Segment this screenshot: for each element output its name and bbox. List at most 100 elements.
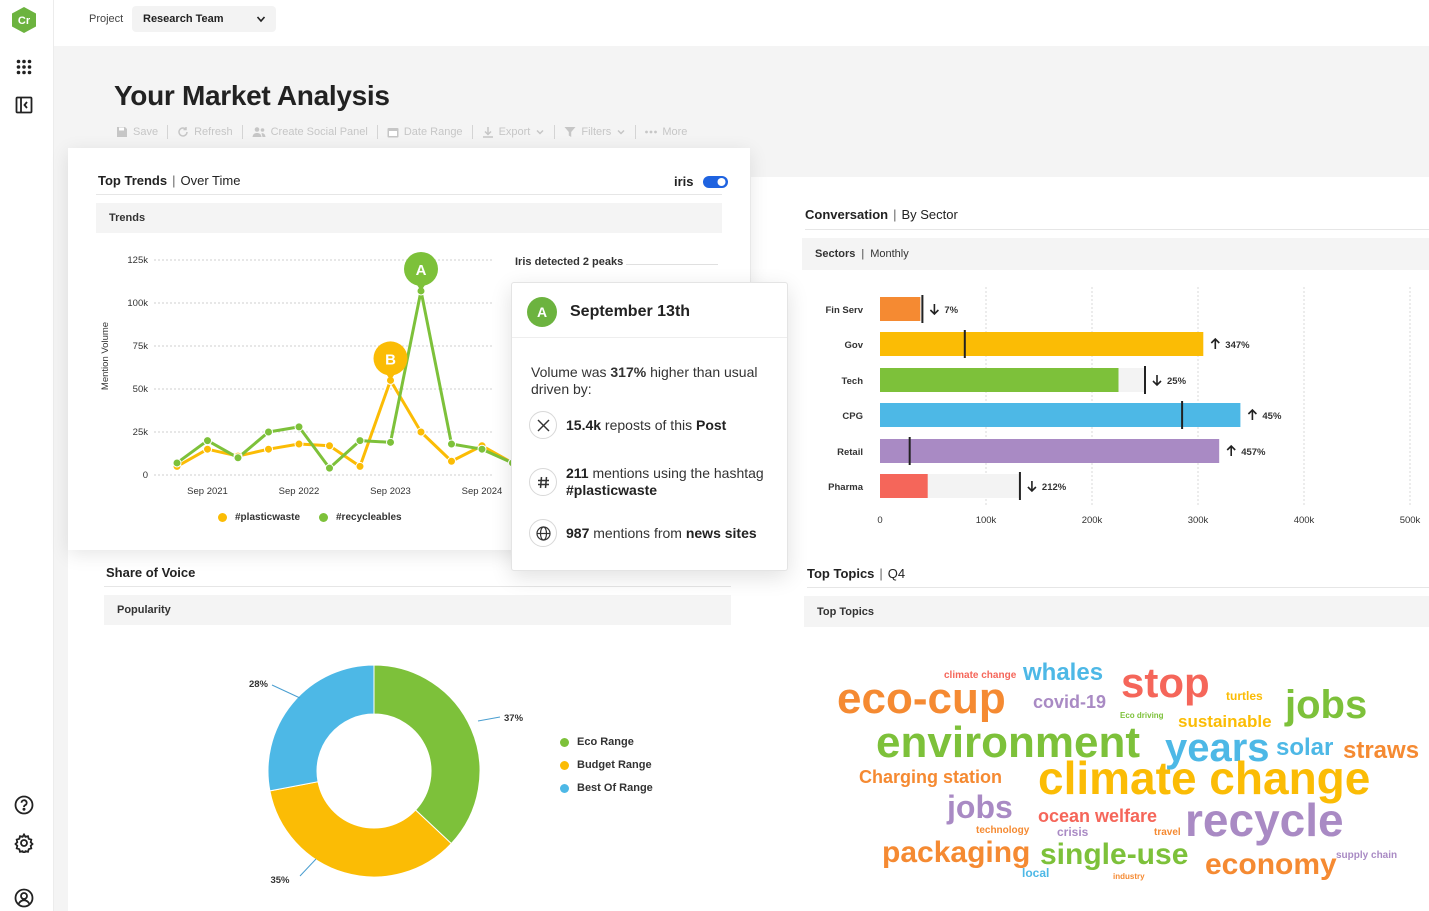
collapse-panel-icon[interactable] <box>13 94 35 116</box>
peak-detail-popup: A September 13th Volume was 317% higher … <box>511 282 788 571</box>
chevron-down-icon <box>617 129 625 135</box>
peak-badge: A <box>527 297 557 327</box>
date-range-button[interactable]: Date Range <box>378 126 472 138</box>
filters-label: Filters <box>581 126 612 138</box>
peak-summary: Volume was 317% higher than usual driven… <box>531 364 771 398</box>
word-cloud-term[interactable]: Charging station <box>859 767 1002 787</box>
sector-card-title: Conversation | By Sector <box>805 207 958 222</box>
legend-plasticwaste[interactable]: #plasticwaste <box>218 512 300 523</box>
word-cloud-term[interactable]: whales <box>1023 659 1104 686</box>
word-cloud-term[interactable]: covid-19 <box>1033 692 1107 712</box>
legend-label: #recycleables <box>336 512 402 523</box>
word-cloud-term[interactable]: crisis <box>1057 825 1089 839</box>
toolbar: Save Refresh Create Social Panel Date Ra… <box>116 125 696 139</box>
project-select[interactable]: Research Team <box>132 6 276 32</box>
word-cloud-term[interactable]: years <box>1165 726 1270 770</box>
refresh-label: Refresh <box>194 126 233 138</box>
peak-label: A <box>416 262 427 279</box>
word-cloud-term[interactable]: turtles <box>1226 689 1263 703</box>
word-cloud-term[interactable]: environment <box>876 718 1141 767</box>
legend-best-of-range[interactable]: Best Of Range <box>560 782 653 794</box>
peaks-note: Iris detected 2 peaks <box>515 256 624 268</box>
word-cloud-term[interactable]: packaging <box>882 836 1031 869</box>
y-tick-label: 125k <box>127 255 148 266</box>
word-cloud-term[interactable]: Eco driving <box>1120 711 1164 720</box>
legend-dot <box>560 783 569 793</box>
word-cloud-term[interactable]: technology <box>976 825 1030 836</box>
change-label: 45% <box>1262 411 1282 422</box>
change-label: 25% <box>1167 376 1187 387</box>
hashtag-driver[interactable]: 211 mentions using the hashtag #plasticw… <box>529 465 784 499</box>
export-button[interactable]: Export <box>473 126 555 138</box>
sector-card-title-main: Conversation <box>805 207 889 222</box>
word-cloud-term[interactable]: climate change <box>1038 752 1371 804</box>
more-dots-icon <box>645 130 658 134</box>
legend-label: Best Of Range <box>577 782 653 794</box>
iris-toggle[interactable]: iris <box>674 174 728 189</box>
word-cloud-term[interactable]: climate change <box>944 670 1017 681</box>
word-cloud-term[interactable]: jobs <box>1285 683 1368 727</box>
sov-card-title: Share of Voice <box>106 565 195 580</box>
create-social-panel-button[interactable]: Create Social Panel <box>243 126 377 138</box>
word-cloud-term[interactable]: recycle <box>1185 794 1344 846</box>
data-point <box>264 444 273 454</box>
category-label: CPG <box>842 411 863 422</box>
x-tick-label: Sep 2024 <box>462 486 503 497</box>
data-point <box>325 441 334 451</box>
top-topics-card: Top Topics | Q4 Top Topics climate change w… <box>751 559 1429 911</box>
data-point <box>233 453 243 463</box>
word-cloud-term[interactable]: supply chain <box>1336 850 1398 861</box>
data-point <box>325 463 334 473</box>
label-leader-line <box>271 684 301 699</box>
settings-gear-icon[interactable] <box>13 832 35 854</box>
more-button[interactable]: More <box>636 126 696 138</box>
refresh-button[interactable]: Refresh <box>168 126 242 138</box>
sectors-subheader: Sectors | Monthly <box>802 238 1429 270</box>
word-cloud-term[interactable]: local <box>1022 866 1050 880</box>
project-label: Project <box>89 13 124 25</box>
y-tick-label: 75k <box>133 341 149 352</box>
word-cloud-term[interactable]: single-use <box>1040 838 1189 871</box>
more-label: More <box>662 126 688 138</box>
word-cloud-term[interactable]: stop <box>1121 659 1210 706</box>
peak-summary-value: 317% <box>610 364 647 380</box>
save-button[interactable]: Save <box>116 126 167 138</box>
word-cloud-term[interactable]: eco-cup <box>837 674 1006 723</box>
export-label: Export <box>498 126 531 138</box>
save-label: Save <box>133 126 159 138</box>
data-point <box>355 436 365 446</box>
data-point <box>447 456 456 466</box>
data-point <box>447 439 456 449</box>
word-cloud-term[interactable]: jobs <box>947 789 1013 825</box>
word-cloud-term[interactable]: straws <box>1343 737 1420 764</box>
help-icon[interactable] <box>13 794 35 816</box>
word-cloud-term[interactable]: solar <box>1276 734 1334 761</box>
word-cloud-term[interactable]: ocean welfare <box>1038 806 1158 826</box>
user-account-icon[interactable] <box>13 887 35 909</box>
toggle-switch[interactable] <box>702 175 728 188</box>
bar-value <box>880 403 1241 427</box>
word-cloud-term[interactable]: sustainable <box>1178 712 1272 731</box>
apps-grid-icon[interactable] <box>13 56 35 78</box>
x-tick-label: 500k <box>1400 515 1421 526</box>
arrow-up-icon <box>1226 444 1236 456</box>
hashtag-icon <box>529 468 557 496</box>
legend-recycleables[interactable]: #recycleables <box>319 512 402 523</box>
word-cloud-term[interactable]: industry <box>1113 872 1145 881</box>
slice-label: 35% <box>270 875 290 886</box>
globe-icon <box>529 519 557 547</box>
y-tick-label: 100k <box>127 298 148 309</box>
bar-value <box>880 474 928 498</box>
change-label: 7% <box>944 305 958 316</box>
legend-budget-range[interactable]: Budget Range <box>560 759 652 771</box>
word-cloud-term[interactable]: travel <box>1154 827 1181 838</box>
reposts-driver[interactable]: 15.4k reposts of this Post <box>529 411 784 439</box>
word-cloud-term[interactable]: economy <box>1205 848 1337 881</box>
legend-eco-range[interactable]: Eco Range <box>560 736 634 748</box>
hashtag-name: #plasticwaste <box>566 482 658 498</box>
data-point <box>203 436 212 446</box>
filters-button[interactable]: Filters <box>555 126 635 138</box>
app-logo[interactable]: Cr <box>12 7 36 33</box>
top-trends-line-chart: 0 25k 50k 75k 100k 125k Mention Volume Sep 2021… <box>100 251 517 497</box>
news-driver[interactable]: 987 mentions from news sites <box>529 519 784 547</box>
